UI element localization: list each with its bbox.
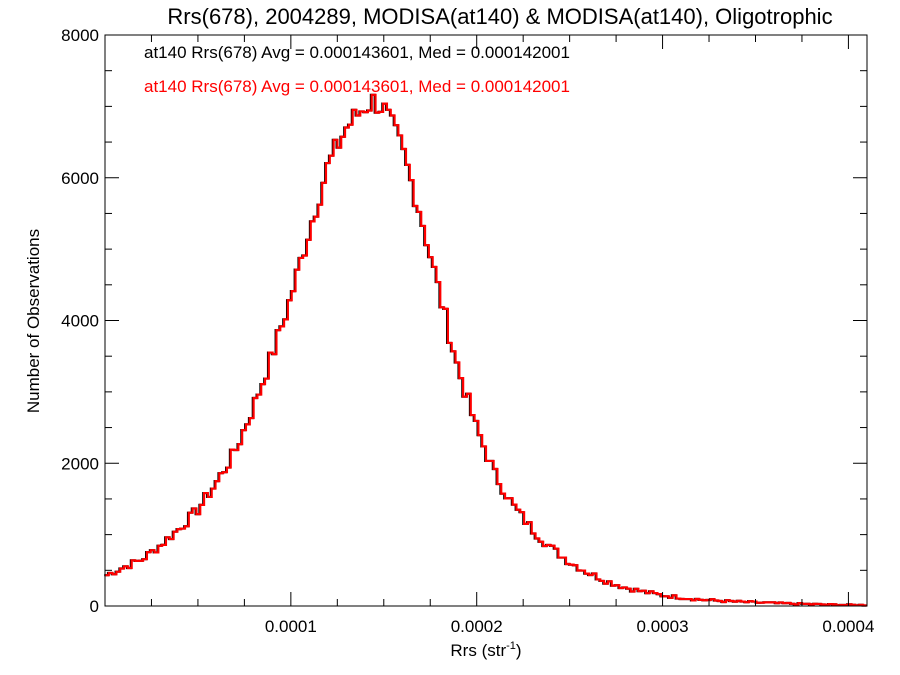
y-tick-label: 4000 (61, 312, 99, 331)
axis-ticks (105, 34, 867, 607)
legend-entry-black: at140 Rrs(678) Avg = 0.000143601, Med = … (144, 43, 570, 62)
x-tick-label: 0.0001 (265, 617, 317, 636)
series-layer (104, 93, 867, 607)
series-red-histogram (105, 93, 867, 607)
plot-frame (104, 34, 868, 607)
y-tick-label: 0 (90, 597, 99, 616)
y-axis-label: Number of Observations (24, 229, 43, 413)
y-tick-label: 8000 (61, 26, 99, 45)
legend-entry-red: at140 Rrs(678) Avg = 0.000143601, Med = … (144, 77, 570, 96)
y-tick-label: 2000 (61, 454, 99, 473)
series-black-histogram (104, 93, 867, 607)
x-tick-label: 0.0002 (451, 617, 503, 636)
chart-title: Rrs(678), 2004289, MODISA(at140) & MODIS… (167, 4, 832, 29)
x-tick-label: 0.0003 (637, 617, 689, 636)
x-axis-label: Rrs (str-1) (450, 640, 521, 660)
axis-tick-labels: 0 2000 4000 6000 8000 0.0001 0.0002 0.0003 0.000… (61, 26, 874, 636)
x-axis-label-superscript: -1 (506, 640, 516, 652)
x-axis-label-tail: ) (516, 641, 522, 660)
x-axis-label-text: Rrs (str (450, 641, 506, 660)
y-tick-label: 6000 (61, 169, 99, 188)
x-tick-label: 0.0004 (822, 617, 874, 636)
